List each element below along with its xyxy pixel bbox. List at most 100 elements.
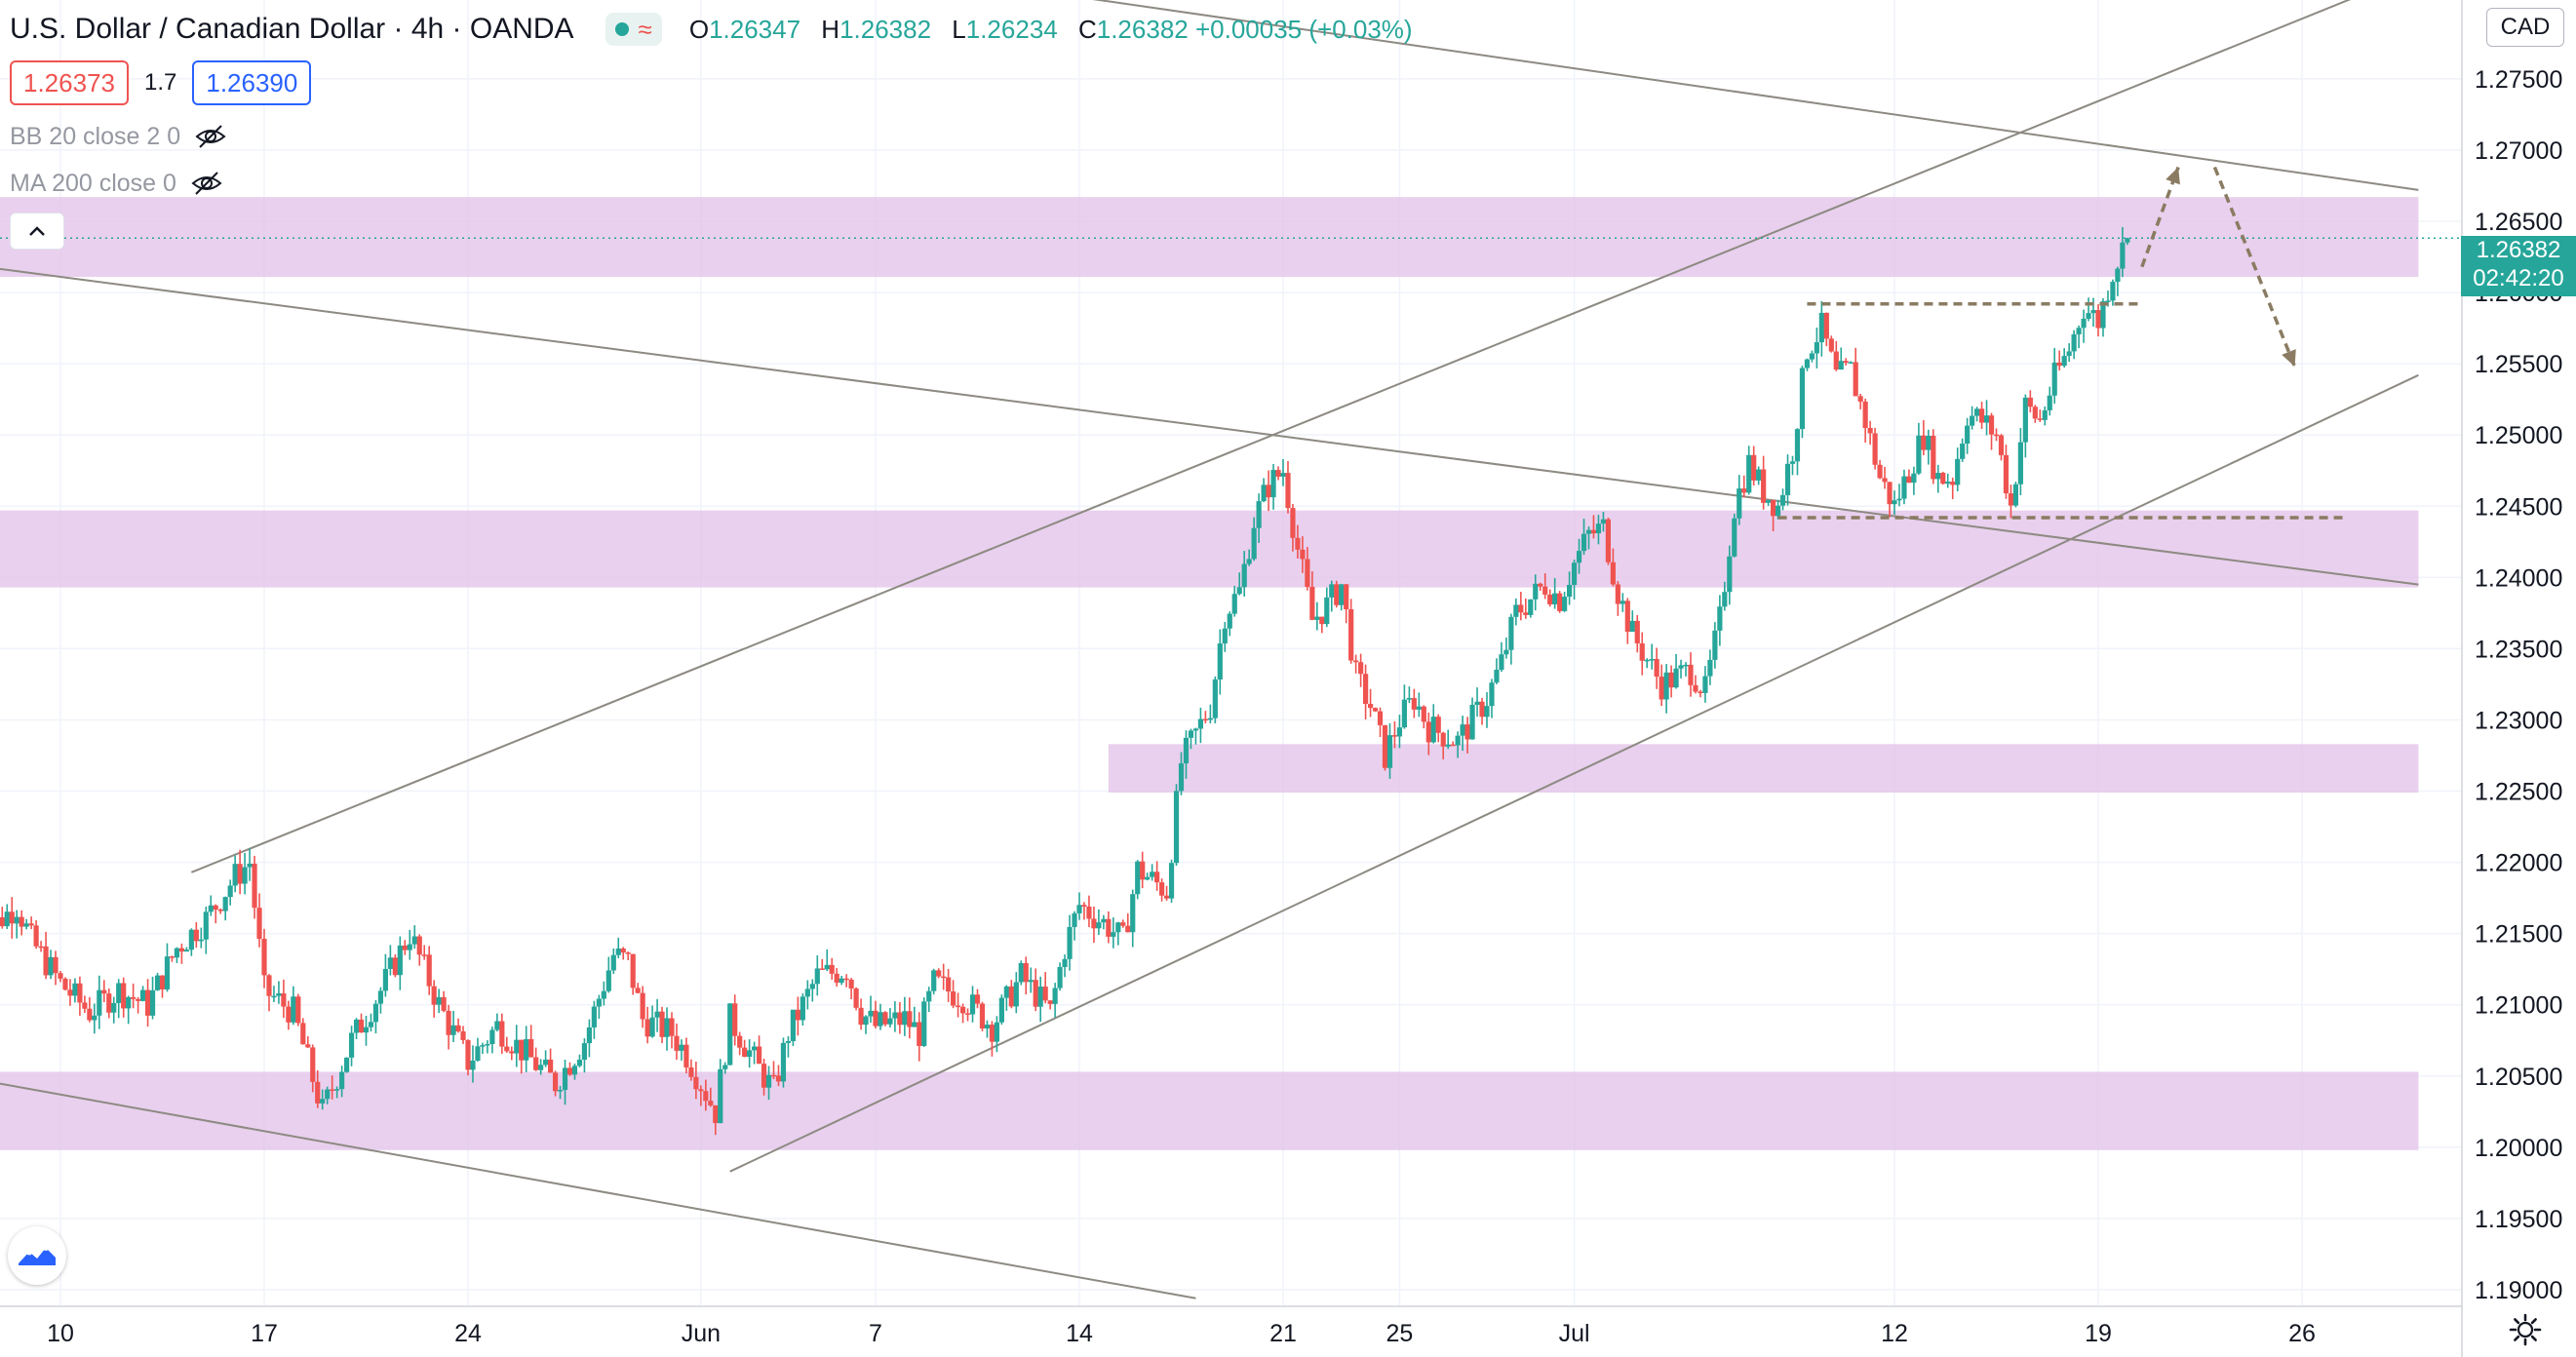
tradingview-logo-icon[interactable] — [8, 1226, 66, 1285]
collapse-legend-button[interactable] — [10, 213, 64, 250]
x-tick-label: 19 — [2085, 1320, 2112, 1347]
candle-up — [1499, 654, 1504, 671]
candle-up — [790, 1009, 797, 1042]
candle-down — [1538, 583, 1543, 587]
candle-up — [407, 944, 412, 950]
market-status[interactable]: ≈ — [605, 13, 662, 46]
ohlc-values: O1.26347 H1.26382 L1.26234 C1.26382 +0.0… — [689, 15, 1426, 45]
candle-up — [2115, 268, 2121, 283]
candle-up — [1207, 717, 1213, 720]
candle-down — [281, 993, 287, 1007]
candle-down — [659, 1011, 665, 1037]
candle-down — [1770, 500, 1776, 517]
candle-up — [571, 1066, 578, 1075]
x-tick-label: Jun — [682, 1320, 721, 1347]
candle-up — [2105, 300, 2111, 302]
candle-up — [23, 923, 29, 927]
candle-down — [964, 1013, 971, 1015]
candle-up — [1737, 488, 1742, 519]
candle-down — [1887, 482, 1893, 505]
indicator-ma[interactable]: MA 200 close 0 — [10, 164, 223, 203]
eye-off-icon[interactable] — [190, 171, 223, 196]
candle-down — [1391, 735, 1398, 737]
candle-up — [1101, 918, 1107, 923]
candle-down — [121, 983, 127, 1009]
gear-icon[interactable] — [2508, 1312, 2543, 1347]
candle-down — [101, 989, 107, 994]
trade-panel: 1.26373 1.7 1.26390 — [10, 60, 312, 105]
y-tick-label: 1.27500 — [2475, 66, 2562, 94]
candle-up — [722, 1065, 728, 1069]
candle-up — [1673, 668, 1679, 688]
indicator-bb[interactable]: BB 20 close 2 0 — [10, 117, 227, 156]
candle-up — [1571, 562, 1578, 585]
price-zone — [0, 197, 2419, 277]
candle-down — [1950, 482, 1956, 485]
candle-down — [1688, 664, 1694, 685]
price-axis[interactable]: 1.275001.270001.265001.260001.255001.250… — [2461, 0, 2562, 1357]
candle-down — [688, 1067, 694, 1077]
candle-up — [139, 989, 146, 1001]
candle-down — [1693, 684, 1698, 692]
candle-up — [188, 929, 194, 950]
candle-up — [1003, 986, 1009, 998]
candle-up — [227, 885, 233, 898]
candle-up — [1150, 872, 1155, 877]
candle-up — [1028, 980, 1034, 983]
candle-up — [868, 1010, 874, 1017]
ohlc-low-value: 1.26234 — [965, 14, 1058, 44]
buy-price-button[interactable]: 1.26390 — [192, 60, 312, 105]
candle-up — [1222, 628, 1228, 644]
candle-up — [208, 905, 214, 912]
candle-up — [164, 956, 171, 989]
candle-up — [1173, 791, 1180, 864]
candle-up — [1528, 599, 1534, 615]
time-axis[interactable]: 10 17 24 Jun 7 14 21 25 Jul 12 19 26 — [0, 1305, 2462, 1347]
candle-up — [339, 1071, 345, 1090]
candle-down — [159, 975, 166, 989]
candle-down — [1862, 401, 1868, 428]
candle-down — [1091, 918, 1097, 929]
candle-up — [1227, 613, 1232, 629]
chevron-up-icon — [29, 226, 45, 236]
candle-up — [1217, 643, 1223, 680]
sell-price-button[interactable]: 1.26373 — [10, 60, 129, 105]
candle-down — [1033, 980, 1038, 1007]
candle-up — [1130, 894, 1136, 933]
candle-down — [630, 953, 636, 989]
candle-down — [1358, 662, 1364, 675]
candle-up — [436, 996, 442, 1005]
candle-down — [1290, 508, 1296, 538]
candle-up — [1241, 563, 1247, 588]
candle-up — [1945, 482, 1951, 485]
candle-down — [504, 1046, 510, 1052]
candle-up — [2042, 409, 2048, 420]
candle-up — [1013, 982, 1019, 1007]
candle-down — [1931, 436, 1936, 480]
candle-up — [2076, 328, 2082, 334]
ohlc-high-label: H — [821, 14, 840, 44]
candle-down — [742, 1047, 748, 1058]
candle-up — [1644, 659, 1650, 662]
candle-up — [1513, 604, 1519, 617]
candle-down — [552, 1072, 559, 1092]
candle-up — [984, 1025, 991, 1029]
candle-up — [363, 1027, 370, 1033]
candle-up — [1935, 473, 1941, 480]
y-tick-label: 1.21000 — [2475, 992, 2562, 1020]
candle-down — [732, 1003, 738, 1036]
candle-down — [2037, 418, 2043, 420]
candle-down — [620, 949, 626, 953]
candle-up — [198, 939, 204, 942]
currency-selector[interactable]: CAD — [2486, 8, 2564, 47]
candle-down — [1557, 593, 1563, 611]
candle-up — [1814, 342, 1819, 354]
eye-off-icon[interactable] — [194, 124, 227, 149]
candle-up — [1168, 863, 1175, 899]
y-tick-label: 1.22500 — [2475, 779, 2562, 806]
symbol-title[interactable]: U.S. Dollar / Canadian Dollar · 4h · OAN… — [10, 13, 574, 45]
candle-up — [470, 1061, 476, 1070]
candle-up — [1896, 498, 1902, 501]
y-tick-label: 1.20000 — [2475, 1135, 2562, 1162]
